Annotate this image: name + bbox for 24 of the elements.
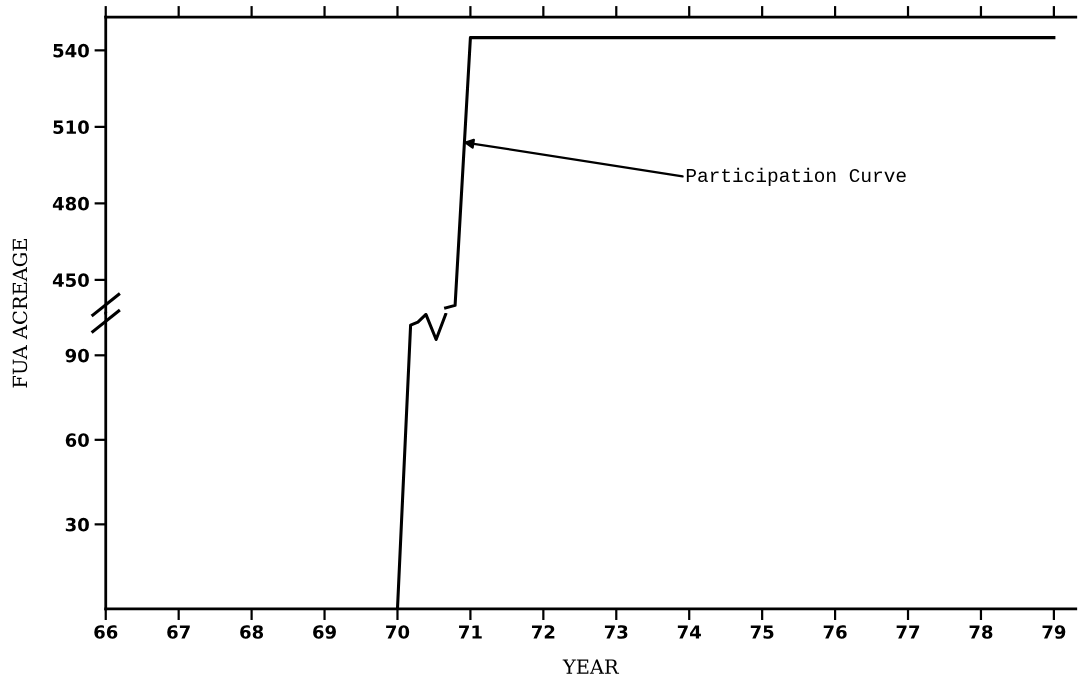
y-tick-label: 60 bbox=[65, 433, 89, 447]
x-tick-label: 69 bbox=[313, 625, 336, 639]
x-tick-label: 66 bbox=[94, 625, 118, 639]
y-tick-label: 510 bbox=[53, 120, 89, 134]
x-tick-label: 78 bbox=[969, 625, 993, 639]
y-axis-title: FUA ACREAGE bbox=[12, 239, 28, 388]
x-axis-title: YEAR bbox=[562, 659, 620, 674]
x-tick-label: 76 bbox=[823, 625, 847, 639]
x-tick-label: 68 bbox=[240, 625, 264, 639]
y-tick-label: 90 bbox=[65, 348, 89, 363]
x-tick-label: 71 bbox=[459, 625, 482, 639]
y-tick-label: 480 bbox=[52, 196, 89, 211]
x-tick-label: 77 bbox=[896, 625, 920, 639]
x-tick-label: 75 bbox=[750, 625, 774, 639]
y-tick-label: 450 bbox=[52, 273, 89, 287]
y-tick-label: 30 bbox=[65, 517, 89, 532]
x-tick-label: 70 bbox=[386, 625, 410, 639]
x-tick-label: 72 bbox=[531, 625, 555, 639]
y-tick-label: 540 bbox=[53, 43, 89, 58]
x-tick-label: 73 bbox=[604, 625, 628, 639]
x-tick-label: 79 bbox=[1042, 625, 1066, 639]
x-tick-label: 74 bbox=[677, 625, 701, 639]
x-tick-label: 67 bbox=[167, 625, 190, 639]
annotation: Participation Curve bbox=[686, 167, 906, 186]
